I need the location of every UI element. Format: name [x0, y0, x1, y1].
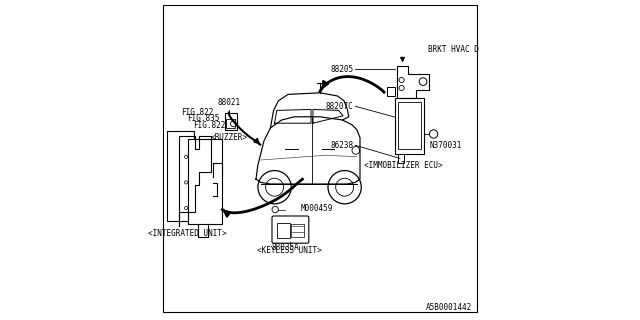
Text: A5B0001442: A5B0001442 — [426, 303, 472, 312]
Text: <INTEGRATED UNIT>: <INTEGRATED UNIT> — [148, 229, 227, 238]
Text: BRKT HVAC D: BRKT HVAC D — [428, 45, 479, 54]
Text: M000459: M000459 — [300, 204, 333, 213]
Bar — [227, 119, 236, 128]
Bar — [188, 139, 222, 224]
Bar — [225, 113, 237, 130]
Text: FIG.835: FIG.835 — [187, 114, 220, 123]
Text: FIG.822: FIG.822 — [181, 108, 213, 117]
Text: <BUZZER>: <BUZZER> — [211, 133, 247, 142]
Text: 88021: 88021 — [217, 98, 241, 107]
Text: <KEYLESS UNIT>: <KEYLESS UNIT> — [257, 246, 322, 255]
Text: N370031: N370031 — [430, 141, 462, 150]
Text: <IMMOBILIZER ECU>: <IMMOBILIZER ECU> — [364, 161, 442, 170]
Text: 88205: 88205 — [330, 65, 354, 74]
Bar — [396, 98, 424, 154]
Bar — [398, 102, 422, 149]
Bar — [167, 131, 195, 221]
Text: 88035A: 88035A — [272, 243, 300, 252]
FancyBboxPatch shape — [272, 216, 308, 243]
Text: FIG.822: FIG.822 — [193, 121, 226, 130]
Bar — [291, 224, 304, 237]
Bar — [278, 223, 290, 238]
Text: 88207C: 88207C — [326, 102, 354, 111]
Text: 86238: 86238 — [330, 141, 354, 150]
Bar — [387, 87, 396, 96]
Bar — [398, 154, 404, 163]
